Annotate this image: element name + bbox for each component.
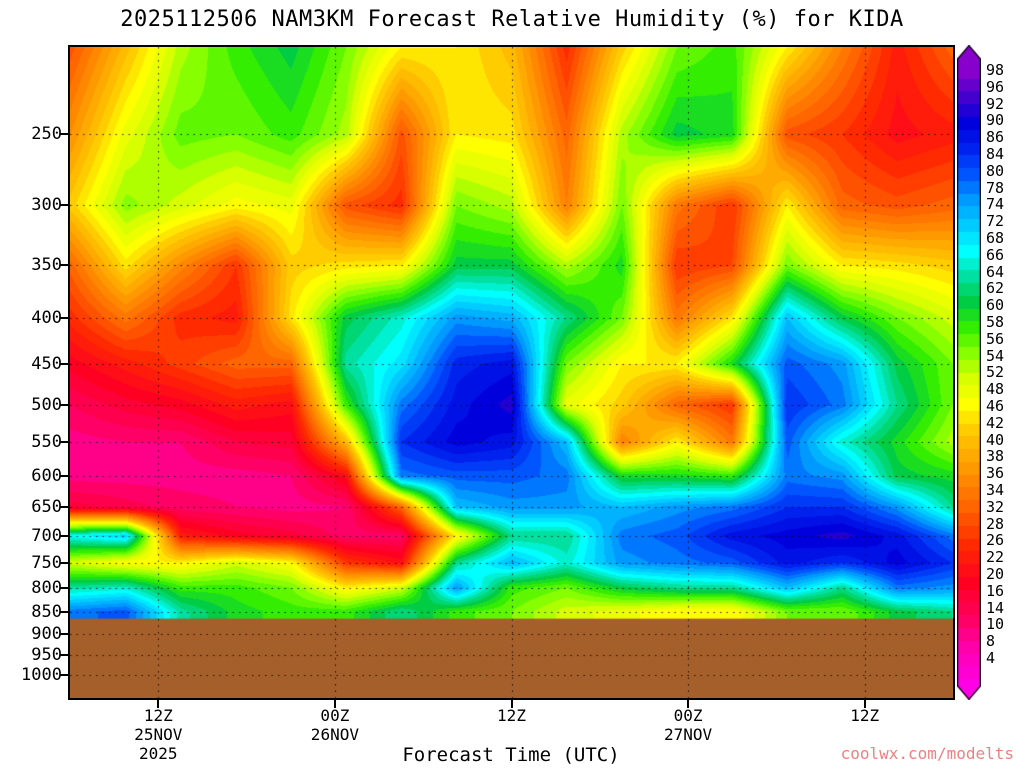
y-axis-tick bbox=[60, 674, 68, 677]
colorbar-tick-label: 48 bbox=[986, 380, 1005, 399]
y-axis-tick bbox=[60, 316, 68, 319]
y-axis-tick-label: 800 bbox=[31, 578, 62, 599]
x-axis-title: Forecast Time (UTC) bbox=[402, 744, 620, 766]
y-axis-tick bbox=[60, 403, 68, 406]
colorbar-tick-label: 16 bbox=[986, 581, 1005, 600]
colorbar-tick-label: 56 bbox=[986, 329, 1005, 348]
colorbar bbox=[957, 45, 981, 700]
y-axis-tick bbox=[60, 561, 68, 564]
x-axis-tick-label: 00Z 26NOV bbox=[310, 706, 359, 744]
y-axis-tick-label: 1000 bbox=[21, 665, 62, 686]
colorbar-tick-label: 78 bbox=[986, 178, 1005, 197]
colorbar-tick-label: 98 bbox=[986, 61, 1005, 79]
colorbar-tick-label: 64 bbox=[986, 262, 1005, 281]
colorbar-tick-label: 10 bbox=[986, 615, 1005, 634]
colorbar-tick-label: 14 bbox=[986, 598, 1005, 617]
colorbar-tick-label: 52 bbox=[986, 363, 1005, 382]
x-axis-tick-label: 12Z bbox=[850, 706, 880, 725]
y-axis-tick bbox=[60, 506, 68, 509]
y-axis-tick bbox=[60, 133, 68, 136]
colorbar-tick-label: 92 bbox=[986, 94, 1005, 113]
y-axis-tick-label: 700 bbox=[31, 526, 62, 547]
colorbar-tick-label: 36 bbox=[986, 464, 1005, 483]
x-axis-tick-label: 12Z bbox=[497, 706, 526, 725]
y-axis-tick bbox=[60, 440, 68, 443]
y-axis-tick bbox=[60, 633, 68, 636]
y-axis-tick-label: 750 bbox=[31, 552, 62, 573]
colorbar-tick-label: 4 bbox=[986, 649, 996, 667]
y-axis-tick-label: 650 bbox=[31, 497, 62, 518]
y-axis-tick-label: 500 bbox=[31, 394, 62, 415]
y-axis-tick bbox=[60, 204, 68, 207]
y-axis-tick-label: 950 bbox=[31, 645, 62, 666]
colorbar-tick-label: 60 bbox=[986, 296, 1005, 315]
rh-heatmap-canvas bbox=[70, 47, 953, 698]
colorbar-tick-label: 86 bbox=[986, 128, 1005, 147]
colorbar-tick-label: 28 bbox=[986, 514, 1005, 533]
x-axis-tick bbox=[687, 700, 690, 708]
y-axis-tick-label: 350 bbox=[31, 255, 62, 276]
y-axis-tick bbox=[60, 654, 68, 657]
watermark-text: coolwx.com/modelts bbox=[840, 744, 1014, 763]
y-axis-tick-label: 300 bbox=[31, 195, 62, 216]
y-axis-tick bbox=[60, 362, 68, 365]
x-axis-tick bbox=[157, 700, 160, 708]
colorbar-tick-label: 72 bbox=[986, 212, 1005, 231]
y-axis-tick bbox=[60, 474, 68, 477]
colorbar-tick-label: 84 bbox=[986, 145, 1005, 163]
colorbar-tick-label: 26 bbox=[986, 531, 1005, 550]
colorbar-tick-label: 22 bbox=[986, 548, 1005, 567]
colorbar-tick-label: 80 bbox=[986, 161, 1005, 180]
x-axis-tick-label: 00Z 27NOV bbox=[664, 706, 713, 744]
colorbar-tick-label: 66 bbox=[986, 245, 1005, 264]
colorbar-tick-label: 40 bbox=[986, 430, 1005, 449]
y-axis-tick-label: 450 bbox=[31, 353, 62, 374]
y-axis-tick-label: 250 bbox=[31, 124, 62, 145]
colorbar-tick-label: 32 bbox=[986, 497, 1005, 516]
x-axis-tick-label: 12Z 25NOV 2025 bbox=[134, 706, 183, 763]
colorbar-tick-label: 34 bbox=[986, 481, 1005, 499]
y-axis-tick-label: 400 bbox=[31, 307, 62, 328]
y-axis-tick bbox=[60, 264, 68, 267]
chart-title: 2025112506 NAM3KM Forecast Relative Humi… bbox=[120, 7, 904, 32]
x-axis-tick bbox=[333, 700, 336, 708]
colorbar-tick-label: 68 bbox=[986, 229, 1005, 247]
colorbar-tick-label: 74 bbox=[986, 195, 1005, 214]
colorbar-tick-label: 58 bbox=[986, 313, 1005, 331]
y-axis-tick bbox=[60, 587, 68, 590]
colorbar-tick-label: 38 bbox=[986, 447, 1005, 466]
y-axis-tick-label: 850 bbox=[31, 601, 62, 622]
plot-area bbox=[68, 45, 955, 700]
x-axis-tick bbox=[510, 700, 513, 708]
y-axis-tick-label: 900 bbox=[31, 624, 62, 645]
colorbar-tick-label: 20 bbox=[986, 565, 1005, 583]
colorbar-tick-label: 62 bbox=[986, 279, 1005, 298]
colorbar-tick-label: 46 bbox=[986, 397, 1005, 415]
colorbar-tick-label: 54 bbox=[986, 346, 1005, 365]
colorbar-tick-label: 42 bbox=[986, 413, 1005, 432]
y-axis-tick bbox=[60, 610, 68, 613]
colorbar-tick-label: 8 bbox=[986, 632, 996, 651]
y-axis-tick-label: 550 bbox=[31, 431, 62, 452]
colorbar-tick-label: 90 bbox=[986, 111, 1005, 130]
y-axis-tick bbox=[60, 535, 68, 538]
colorbar-tick-label: 96 bbox=[986, 77, 1005, 96]
x-axis-tick bbox=[863, 700, 866, 708]
y-axis-tick-label: 600 bbox=[31, 465, 62, 486]
